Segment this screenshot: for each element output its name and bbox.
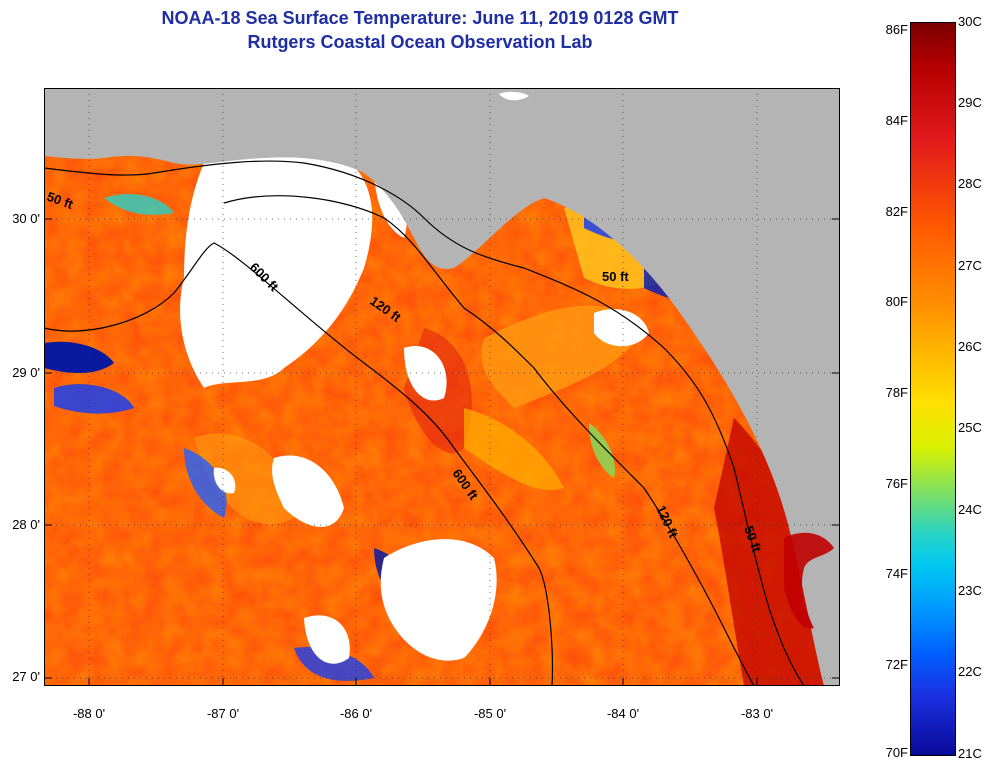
colorbar-c-29: 29C [958, 95, 982, 110]
map-subtitle: Rutgers Coastal Ocean Observation Lab [247, 32, 593, 52]
colorbar-f-80: 80F [885, 294, 908, 309]
colorbar-f-84: 84F [885, 113, 908, 128]
contour-50ft [44, 160, 805, 686]
cloud-east [594, 309, 649, 347]
tampa-bay [784, 532, 834, 629]
cool-band-3 [464, 408, 564, 490]
colorbar-c-22: 22C [958, 664, 982, 679]
cloud-sw [213, 467, 236, 494]
blue-band-4 [54, 384, 134, 414]
colorbar-c-24: 24C [958, 502, 982, 517]
cloud-south [380, 539, 497, 661]
cloud-mid-2 [404, 346, 447, 401]
colorbar-c-28: 28C [958, 176, 982, 191]
lon-label-88: -88 0' [72, 706, 106, 721]
colorbar-f-74: 74F [885, 566, 908, 581]
map-title: NOAA-18 Sea Surface Temperature: June 11… [161, 8, 679, 28]
colorbar-c-21: 21C [958, 746, 982, 761]
coastal-speck [499, 91, 529, 101]
cool-band-4 [194, 433, 296, 525]
lon-label-83: -83 0' [740, 706, 774, 721]
map-frame [44, 88, 840, 686]
cyan-band-2 [589, 423, 615, 478]
lon-label-86: -86 0' [339, 706, 373, 721]
colorbar-c-25: 25C [958, 420, 982, 435]
cyan-band-1 [104, 193, 174, 215]
temperature-colorbar [910, 22, 956, 756]
blue-band-3 [44, 341, 114, 373]
contours [44, 160, 805, 686]
colorbar-f-86: 86F [885, 22, 908, 37]
colorbar-f-78: 78F [885, 385, 908, 400]
colorbar-c-26: 26C [958, 339, 982, 354]
contour-120ft [223, 195, 755, 686]
colorbar-f-72: 72F [885, 657, 908, 672]
colorbar-c-23: 23C [958, 583, 982, 598]
lat-label-30: 30 0' [12, 211, 40, 226]
frame-ticks [44, 218, 840, 686]
lat-label-29: 29 0' [12, 365, 40, 380]
sst-map: 50 ft 600 ft 120 ft 50 ft 600 ft 120 ft … [44, 88, 840, 686]
lat-label-28: 28 0' [12, 517, 40, 532]
cloud-mid [272, 455, 344, 527]
lat-label-27: 27 0' [12, 669, 40, 684]
colorbar-c-27: 27C [958, 258, 982, 273]
lon-label-85: -85 0' [473, 706, 507, 721]
contour-600ft [44, 242, 554, 686]
blue-band-5 [184, 448, 227, 518]
colorbar-f-76: 76F [885, 476, 908, 491]
cloud-north [180, 155, 373, 388]
blue-band-7 [294, 647, 374, 681]
colorbar-c-30: 30C [958, 14, 982, 29]
land-north [44, 88, 840, 686]
contour-label-50ft-east: 50 ft [602, 269, 629, 284]
lon-label-87: -87 0' [206, 706, 240, 721]
cloud-south-2 [304, 615, 350, 664]
lon-label-84: -84 0' [606, 706, 640, 721]
grid-lines [44, 88, 840, 686]
colorbar-f-82: 82F [885, 204, 908, 219]
colorbar-f-70: 70F [885, 745, 908, 760]
